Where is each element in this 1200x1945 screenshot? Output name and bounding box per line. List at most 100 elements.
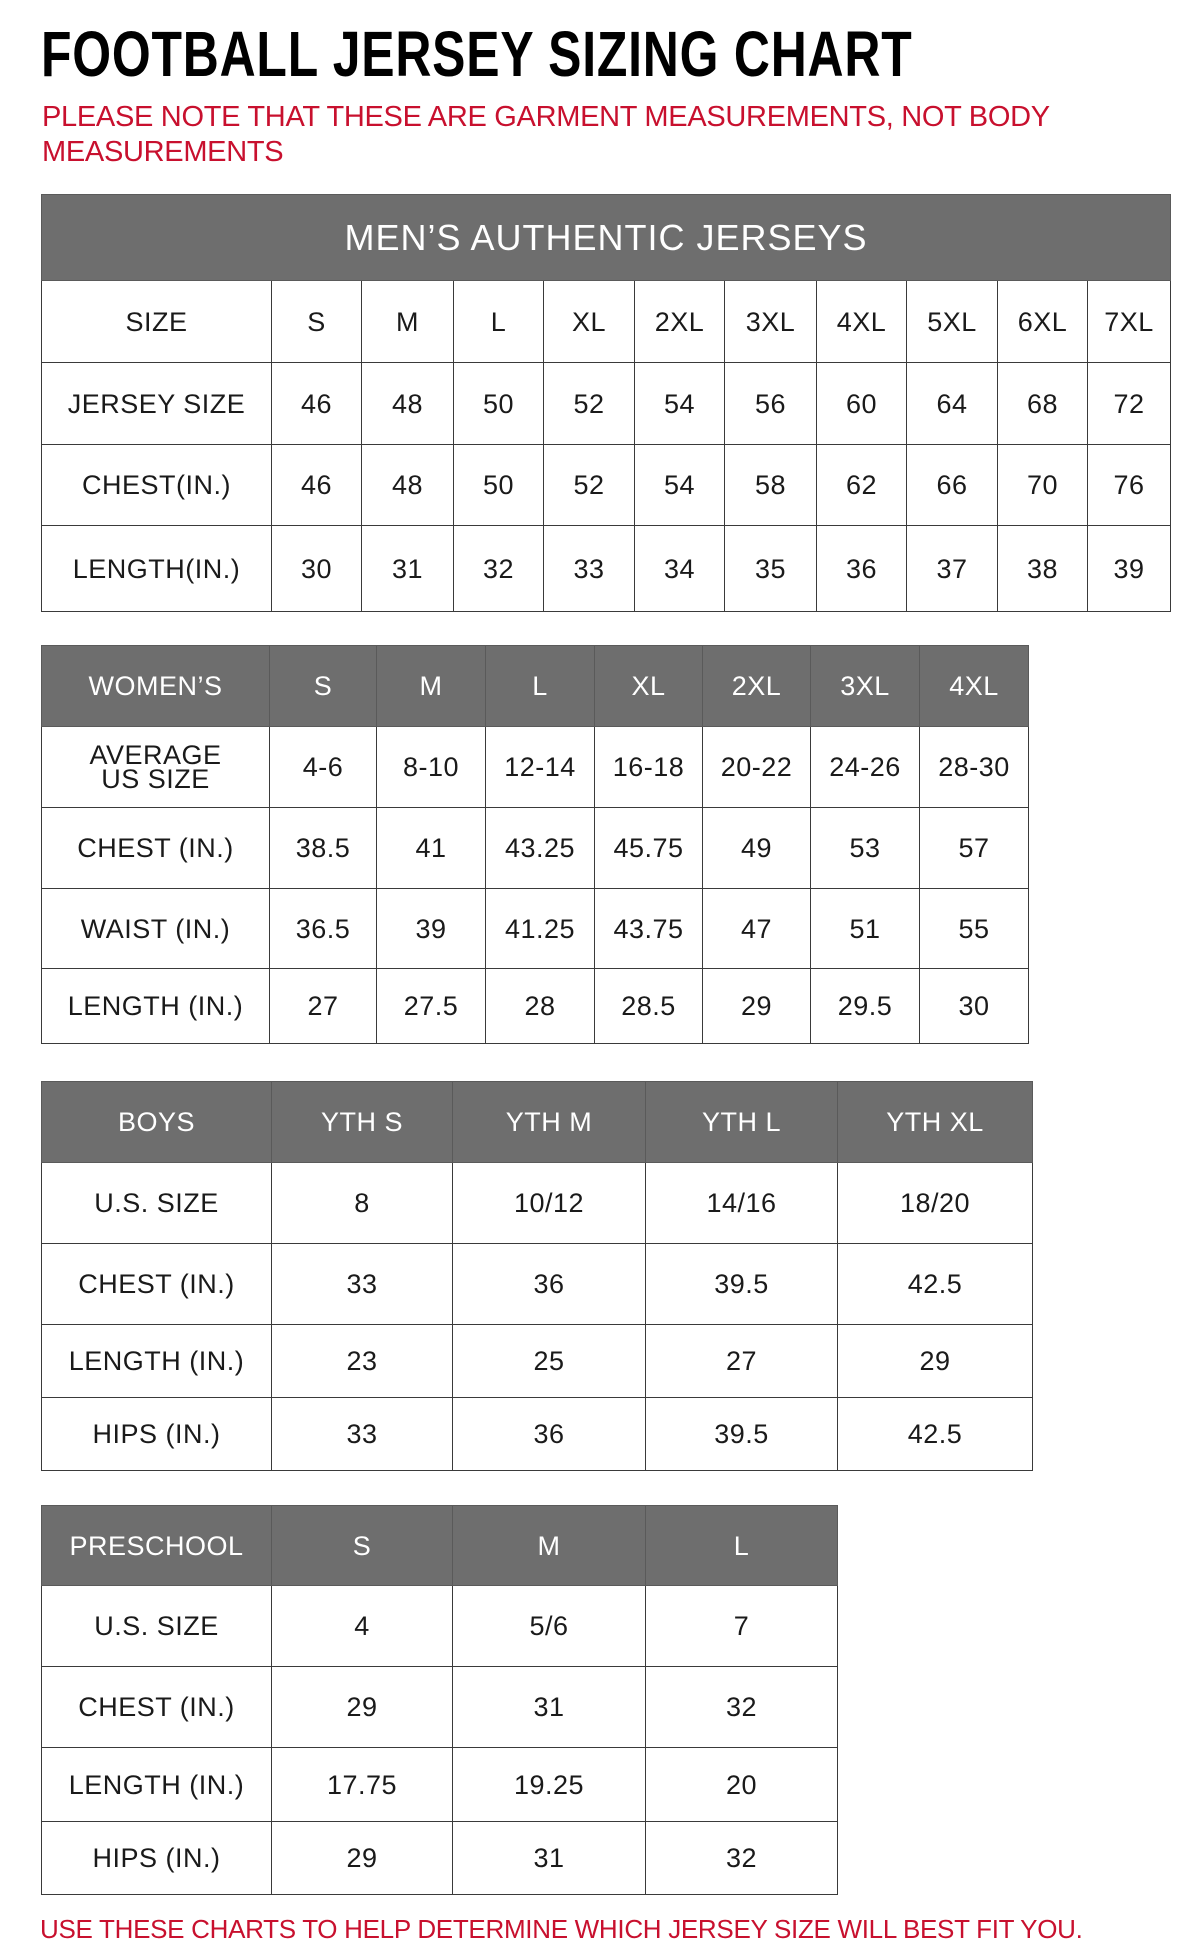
- boys-table: BOYS YTH S YTH M YTH L YTH XL U.S. SIZE 8 10/12…: [41, 1081, 1033, 1471]
- table-row: LENGTH (IN.) 23 25 27 29: [41, 1324, 1033, 1398]
- size-header-cell: S: [271, 1505, 453, 1586]
- size-header-cell: S: [269, 645, 377, 727]
- value-cell: 38: [997, 525, 1088, 612]
- value-cell: 8-10: [376, 726, 486, 808]
- value-cell: 31: [361, 525, 454, 612]
- row-label-cell: JERSEY SIZE: [41, 362, 272, 445]
- table-caption: MEN’S AUTHENTIC JERSEYS: [40, 194, 1172, 281]
- value-cell: 72: [1086, 362, 1172, 445]
- value-cell: 39: [376, 888, 486, 969]
- value-cell: 27: [269, 968, 377, 1044]
- table-row: CHEST (IN.) 38.5 41 43.25 45.75 49 53 57: [41, 807, 1029, 889]
- row-label-cell: CHEST (IN.): [41, 1243, 272, 1325]
- size-header-cell: 3XL: [724, 280, 817, 363]
- table-row: U.S. SIZE 8 10/12 14/16 18/20: [41, 1162, 1033, 1244]
- table-row: LENGTH (IN.) 27 27.5 28 28.5 29 29.5 30: [41, 968, 1029, 1044]
- value-cell: 18/20: [837, 1162, 1033, 1244]
- value-cell: 37: [906, 525, 998, 612]
- value-cell: 43.75: [594, 888, 703, 969]
- row-label-cell: WAIST (IN.): [41, 888, 270, 969]
- value-cell: 32: [453, 525, 544, 612]
- preschool-table: PRESCHOOL S M L U.S. SIZE 4 5/6 7 CHEST (IN.) 29 3…: [41, 1505, 838, 1895]
- table-row: WAIST (IN.) 36.5 39 41.25 43.75 47 51 55: [41, 888, 1029, 969]
- value-cell: 64: [906, 362, 998, 445]
- value-cell: 39: [1086, 525, 1172, 612]
- value-cell: 43.25: [485, 807, 595, 889]
- row-label-cell: CHEST (IN.): [41, 1666, 272, 1748]
- value-cell: 47: [702, 888, 811, 969]
- value-cell: 4: [271, 1585, 453, 1667]
- value-cell: 54: [634, 444, 725, 526]
- value-cell: 7: [645, 1585, 838, 1667]
- value-cell: 29: [702, 968, 811, 1044]
- value-cell: 4-6: [269, 726, 377, 808]
- row-label-cell: CHEST(IN.): [41, 444, 272, 526]
- footer-note: USE THESE CHARTS TO HELP DETERMINE WHICH…: [40, 1914, 1083, 1944]
- size-header-cell: L: [453, 280, 544, 363]
- value-cell: 29.5: [810, 968, 920, 1044]
- row-label-cell: LENGTH (IN.): [41, 1747, 272, 1822]
- table-row: LENGTH (IN.) 17.75 19.25 20: [41, 1747, 838, 1822]
- row-label-cell: HIPS (IN.): [41, 1821, 272, 1895]
- value-cell: 8: [271, 1162, 453, 1244]
- size-header-cell: 3XL: [810, 645, 920, 727]
- table-row: JERSEY SIZE 46 48 50 52 54 56 60 64 68 72: [41, 362, 1172, 445]
- value-cell: 16-18: [594, 726, 703, 808]
- value-cell: 24-26: [810, 726, 920, 808]
- header-row: PRESCHOOL S M L: [41, 1505, 838, 1586]
- size-header-cell: L: [485, 645, 595, 727]
- value-cell: 28.5: [594, 968, 703, 1044]
- value-cell: 41.25: [485, 888, 595, 969]
- table-row: U.S. SIZE 4 5/6 7: [41, 1585, 838, 1667]
- size-header-cell: M: [376, 645, 486, 727]
- table-row: AVERAGE US SIZE 4-6 8-10 12-14 16-18 20-22 24-…: [41, 726, 1029, 808]
- value-cell: 19.25: [452, 1747, 646, 1822]
- size-header-cell: 2XL: [702, 645, 811, 727]
- value-cell: 52: [543, 444, 635, 526]
- value-cell: 39.5: [645, 1243, 838, 1325]
- value-cell: 49: [702, 807, 811, 889]
- size-header-cell: L: [645, 1505, 838, 1586]
- row-label-cell: LENGTH (IN.): [41, 968, 270, 1044]
- value-cell: 29: [271, 1821, 453, 1895]
- row-label-cell: LENGTH(IN.): [41, 525, 272, 612]
- value-cell: 46: [271, 362, 362, 445]
- table-row: CHEST (IN.) 29 31 32: [41, 1666, 838, 1748]
- table-row: HIPS (IN.) 33 36 39.5 42.5: [41, 1397, 1033, 1471]
- value-cell: 27.5: [376, 968, 486, 1044]
- header-row: SIZE S M L XL 2XL 3XL 4XL 5XL 6XL 7XL: [41, 280, 1172, 363]
- header-label-cell: WOMEN’S: [41, 645, 270, 727]
- row-label-cell: U.S. SIZE: [41, 1585, 272, 1667]
- size-header-cell: YTH S: [271, 1081, 453, 1163]
- value-cell: 41: [376, 807, 486, 889]
- value-cell: 33: [271, 1243, 453, 1325]
- header-label-cell: BOYS: [41, 1081, 272, 1163]
- value-cell: 76: [1086, 444, 1172, 526]
- value-cell: 17.75: [271, 1747, 453, 1822]
- row-label-cell: LENGTH (IN.): [41, 1324, 272, 1398]
- value-cell: 50: [453, 362, 544, 445]
- value-cell: 29: [271, 1666, 453, 1748]
- size-header-cell: S: [271, 280, 362, 363]
- header-row: WOMEN’S S M L XL 2XL 3XL 4XL: [41, 645, 1029, 727]
- table-row: CHEST (IN.) 33 36 39.5 42.5: [41, 1243, 1033, 1325]
- value-cell: 36.5: [269, 888, 377, 969]
- row-label-cell: HIPS (IN.): [41, 1397, 272, 1471]
- value-cell: 32: [645, 1821, 838, 1895]
- value-cell: 33: [271, 1397, 453, 1471]
- value-cell: 10/12: [452, 1162, 646, 1244]
- value-cell: 25: [452, 1324, 646, 1398]
- womens-table: WOMEN’S S M L XL 2XL 3XL 4XL AVERAGE US SIZE 4-6 8…: [41, 645, 1029, 1044]
- value-cell: 48: [361, 362, 454, 445]
- value-cell: 62: [816, 444, 907, 526]
- header-row: BOYS YTH S YTH M YTH L YTH XL: [41, 1081, 1033, 1163]
- value-cell: 28: [485, 968, 595, 1044]
- size-header-cell: YTH L: [645, 1081, 838, 1163]
- mens-authentic-table: MEN’S AUTHENTIC JERSEYS SIZE S M L XL 2XL 3XL 4X…: [40, 194, 1172, 612]
- value-cell: 29: [837, 1324, 1033, 1398]
- value-cell: 60: [816, 362, 907, 445]
- value-cell: 31: [452, 1821, 646, 1895]
- value-cell: 66: [906, 444, 998, 526]
- value-cell: 68: [997, 362, 1088, 445]
- value-cell: 30: [271, 525, 362, 612]
